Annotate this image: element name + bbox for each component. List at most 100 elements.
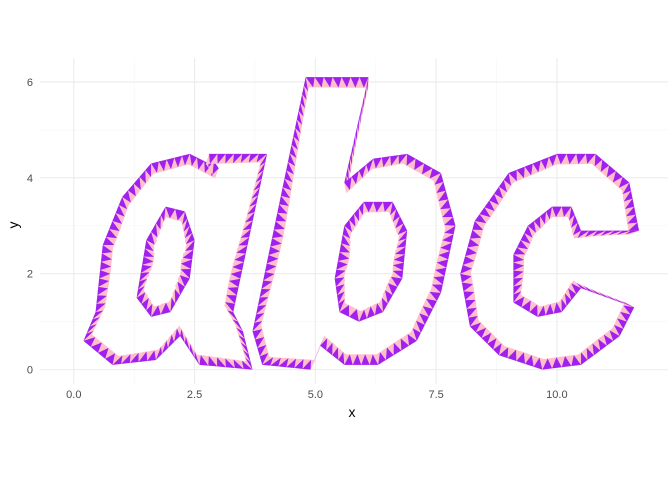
- outline-triangle-purple: [342, 225, 351, 239]
- outline-triangle-purple: [175, 209, 185, 221]
- outline-triangle-purple: [461, 282, 473, 292]
- outline-triangle-purple: [503, 173, 512, 186]
- outline-triangle-purple: [603, 334, 614, 346]
- outline-triangle-purple: [100, 253, 112, 262]
- outline-triangle-purple: [289, 144, 297, 158]
- outline-triangle-purple: [357, 117, 360, 133]
- outline-triangle-purple: [419, 313, 429, 325]
- outline-triangle-purple: [320, 338, 328, 351]
- outline-triangle-purple: [244, 212, 255, 223]
- outline-triangle-purple: [529, 304, 538, 317]
- outline-triangle-purple: [133, 176, 141, 190]
- outline-triangle-purple: [287, 153, 296, 167]
- outline-triangle-purple: [151, 161, 159, 173]
- outline-triangle-purple: [338, 352, 345, 365]
- outline-triangle-purple: [291, 136, 298, 150]
- outline-triangle-purple: [422, 306, 433, 317]
- outline-triangle-purple: [332, 77, 342, 88]
- outline-triangle-purple: [539, 211, 547, 225]
- outline-triangle-purple: [585, 153, 596, 164]
- outline-triangle-purple: [146, 303, 153, 317]
- outline-triangle-purple: [618, 176, 630, 188]
- outline-triangle-purple: [381, 156, 391, 168]
- outline-triangle-purple: [442, 234, 454, 243]
- outline-triangle-purple: [621, 300, 635, 308]
- y-tick-label: 4: [27, 173, 33, 185]
- outline-triangle-purple: [160, 302, 171, 315]
- outline-triangle-purple: [165, 206, 176, 219]
- outline-triangle-purple: [542, 358, 553, 370]
- outline-triangle-purple: [305, 77, 315, 88]
- outline-triangle-purple: [623, 190, 633, 202]
- outline-triangle-purple: [251, 187, 260, 199]
- outline-triangle-purple: [442, 208, 454, 218]
- outline-triangle-purple: [92, 310, 104, 320]
- outline-triangle-purple: [533, 357, 543, 370]
- outline-triangle-purple: [97, 347, 109, 359]
- outline-triangle-purple: [168, 334, 175, 349]
- outline-triangle-purple: [561, 206, 572, 217]
- outline-triangle-purple: [179, 275, 190, 287]
- outline-triangle-purple: [174, 289, 181, 304]
- outline-triangle-purple: [354, 207, 360, 222]
- outline-triangle-purple: [166, 157, 175, 170]
- outline-triangle-purple: [467, 238, 480, 248]
- outline-triangle-purple: [102, 236, 115, 246]
- outline-triangle-purple: [382, 201, 393, 212]
- outline-triangle-purple: [583, 286, 597, 294]
- outline-triangle-purple: [517, 240, 529, 250]
- outline-triangle-purple: [608, 230, 623, 236]
- outline-triangle-purple: [236, 245, 248, 254]
- outline-triangle-purple: [592, 230, 606, 237]
- outline-triangle-purple: [182, 249, 194, 260]
- outline-triangle-purple: [592, 343, 601, 356]
- outline-triangle-purple: [520, 232, 531, 244]
- outline-triangle-purple: [433, 276, 445, 285]
- outline-triangle-purple: [466, 307, 477, 318]
- outline-triangle-purple: [617, 318, 627, 329]
- outline-triangle-purple: [577, 230, 590, 239]
- outline-triangle-purple: [174, 328, 181, 343]
- outline-triangle-purple: [338, 299, 345, 313]
- outline-triangle-purple: [300, 94, 306, 109]
- outline-triangle-purple: [395, 246, 406, 255]
- outline-triangle-purple: [341, 77, 351, 88]
- outline-triangle-purple: [498, 347, 509, 359]
- outline-triangle-purple: [341, 234, 350, 246]
- outline-triangle-purple: [83, 337, 96, 347]
- outline-triangle-purple: [576, 153, 586, 165]
- a-outer-glyph: [83, 153, 268, 370]
- outline-triangle-purple: [366, 306, 375, 319]
- outline-triangle-purple: [255, 170, 264, 183]
- outline-triangle-purple: [469, 322, 481, 333]
- outline-triangle-purple: [361, 354, 370, 365]
- outline-triangle-purple: [174, 155, 183, 168]
- outline-triangle-purple: [463, 291, 475, 301]
- outline-triangle-purple: [337, 252, 350, 261]
- outline-triangle-purple: [436, 259, 449, 268]
- outline-triangle-purple: [552, 357, 562, 369]
- outline-triangle-purple: [240, 153, 251, 163]
- x-tick-label: 10.0: [546, 389, 567, 401]
- outline-triangle-purple: [469, 229, 482, 239]
- outline-triangle-purple: [225, 302, 236, 313]
- outline-triangle-purple: [625, 230, 640, 235]
- outline-triangle-purple: [553, 302, 562, 314]
- outline-triangle-purple: [277, 204, 288, 214]
- outline-triangle-purple: [498, 179, 508, 193]
- outline-triangle-purple: [468, 315, 478, 327]
- outline-triangle-purple: [346, 166, 349, 181]
- outline-triangle-purple: [129, 352, 139, 363]
- outline-triangle-purple: [240, 342, 249, 355]
- outline-triangle-purple: [270, 357, 281, 367]
- outline-triangle-purple: [280, 187, 291, 199]
- outline-triangle-purple: [259, 153, 268, 167]
- outline-triangle-purple: [435, 267, 447, 277]
- outline-triangle-purple: [332, 347, 339, 361]
- outline-triangle-purple: [316, 340, 323, 354]
- outline-triangle-purple: [232, 262, 244, 271]
- outline-triangle-purple: [349, 150, 352, 165]
- y-axis-title: y: [5, 222, 21, 229]
- outline-triangle-purple: [598, 339, 607, 351]
- outline-triangle-purple: [337, 291, 345, 304]
